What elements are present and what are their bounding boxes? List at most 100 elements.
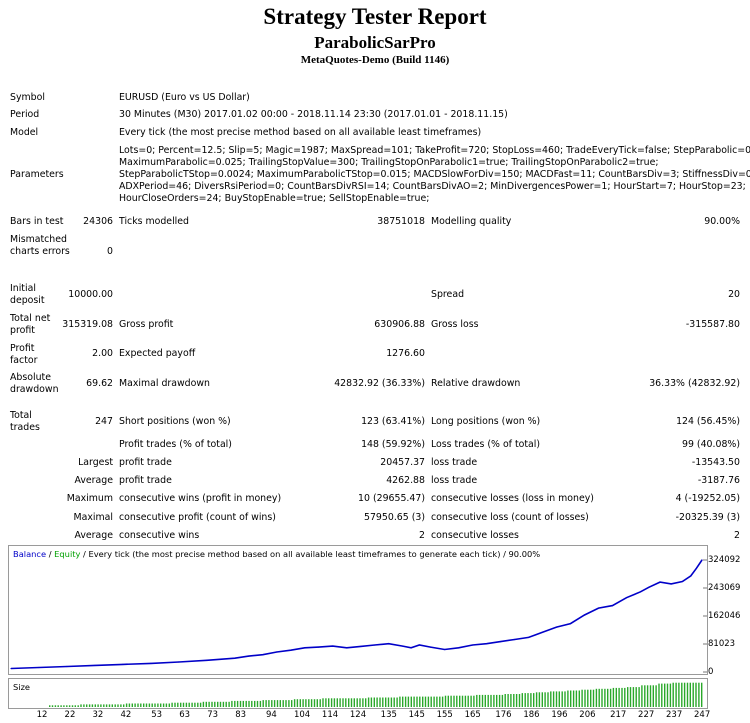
- volume-bar: [103, 704, 105, 707]
- y-tick-label: 324092: [708, 555, 741, 565]
- loss-trades-value: 99 (40.08%): [682, 439, 740, 450]
- largest-profit-label: profit trade: [119, 457, 172, 468]
- volume-bar: [575, 690, 578, 707]
- volume-bar: [692, 682, 694, 707]
- largest-profit-value: 20457.37: [380, 457, 425, 468]
- volume-bar: [316, 699, 318, 707]
- profit-factor-value: 2.00: [92, 348, 113, 359]
- x-tick-label: 104: [293, 710, 311, 720]
- volume-bar: [54, 705, 57, 707]
- x-tick-label: 176: [495, 710, 512, 720]
- volume-bar: [120, 704, 122, 707]
- balance-point: [458, 647, 460, 649]
- volume-bar: [632, 687, 635, 707]
- volume-bar: [484, 694, 486, 707]
- loss-trades-label: Loss trades (% of total): [431, 439, 541, 450]
- volume-bar: [66, 705, 68, 707]
- volume-bar: [584, 689, 586, 707]
- x-tick-label: 53: [151, 710, 163, 720]
- balance-point: [262, 654, 264, 656]
- legend-description: / Every tick (the most precise method ba…: [80, 549, 541, 559]
- volume-bar: [140, 703, 142, 707]
- x-tick-label: 114: [321, 710, 339, 720]
- volume-bar: [348, 698, 350, 707]
- volume-bar: [211, 701, 213, 707]
- volume-bar: [430, 696, 432, 707]
- x-tick-label: 196: [551, 710, 568, 720]
- gross-profit-label: Gross profit: [119, 319, 174, 330]
- volume-bar: [402, 696, 404, 707]
- balance-point: [66, 665, 68, 668]
- volume-bar: [63, 705, 65, 707]
- volume-bar: [279, 700, 281, 707]
- volume-bar: [143, 703, 145, 707]
- volume-bar: [342, 698, 344, 707]
- volume-bar: [476, 694, 478, 707]
- parameters-label: Parameters: [10, 169, 64, 180]
- volume-bar: [404, 696, 407, 707]
- total-trades-value: 247: [95, 416, 113, 427]
- expert-name: ParabolicSarPro: [314, 33, 436, 52]
- net-profit-value: 315319.08: [62, 319, 113, 330]
- volume-bar: [188, 702, 190, 707]
- balance-point: [94, 664, 96, 667]
- balance-point: [418, 644, 421, 646]
- x-tick-label: 42: [120, 710, 132, 720]
- volume-bar: [265, 700, 267, 707]
- volume-bar: [450, 695, 452, 707]
- volume-bar: [51, 705, 54, 707]
- avg-cons-losses-value: 2: [734, 530, 740, 541]
- largest-loss-label: loss trade: [431, 457, 478, 468]
- volume-bar: [97, 704, 99, 707]
- balance-point: [122, 663, 124, 665]
- volume-bar: [285, 700, 287, 707]
- long-positions-value: 124 (56.45%): [676, 416, 740, 427]
- average-consecutive-label: Average: [74, 530, 114, 541]
- volume-bar: [123, 704, 125, 707]
- volume-bar: [669, 683, 672, 707]
- volume-bar: [578, 690, 580, 707]
- volume-bar: [478, 694, 481, 707]
- balance-point: [701, 559, 703, 561]
- modelling-quality-label: Modelling quality: [431, 216, 512, 227]
- volume-bar: [208, 701, 210, 707]
- volume-bar: [202, 701, 205, 707]
- balance-point: [583, 614, 586, 616]
- balance-point: [471, 644, 474, 646]
- balance-point: [611, 605, 614, 607]
- volume-bar: [538, 692, 541, 707]
- balance-point: [290, 649, 292, 651]
- volume-bar: [174, 702, 176, 707]
- legend-balance: Balance: [13, 549, 47, 559]
- volume-bar: [689, 682, 691, 707]
- volume-bar: [572, 690, 575, 707]
- volume-bar: [459, 695, 461, 707]
- bars-value: 24306: [83, 216, 113, 227]
- balance-point: [304, 647, 306, 649]
- largest-label: Largest: [78, 457, 113, 468]
- volume-bar: [504, 694, 506, 707]
- mismatch-value: 0: [107, 246, 113, 257]
- cons-loss-count-label: consecutive loss (count of losses): [431, 512, 589, 523]
- absolute-drawdown-value: 69.62: [86, 378, 113, 389]
- volume-bar: [225, 701, 227, 707]
- volume-bar: [217, 701, 219, 707]
- y-tick-label: 81023: [708, 639, 736, 649]
- volume-bar: [453, 695, 455, 707]
- volume-bar: [629, 687, 632, 707]
- symbol-label: Symbol: [10, 92, 45, 103]
- volume-bar: [370, 697, 373, 707]
- server-build: MetaQuotes-Demo (Build 1146): [300, 54, 450, 66]
- volume-bar: [413, 696, 415, 707]
- volume-bar: [291, 700, 293, 707]
- volume-bar: [328, 698, 330, 707]
- balance-series-line: [10, 559, 703, 670]
- balance-point: [695, 567, 698, 569]
- short-positions-value: 123 (63.41%): [361, 416, 425, 427]
- volume-bar: [387, 697, 390, 707]
- avg-cons-wins-value: 2: [419, 530, 425, 541]
- parameters-line: MaximumParabolic=0.025; TrailingStopValu…: [119, 157, 659, 168]
- x-tick-label: 73: [207, 710, 219, 720]
- x-tick-label: 145: [408, 710, 425, 720]
- volume-bar: [618, 687, 620, 707]
